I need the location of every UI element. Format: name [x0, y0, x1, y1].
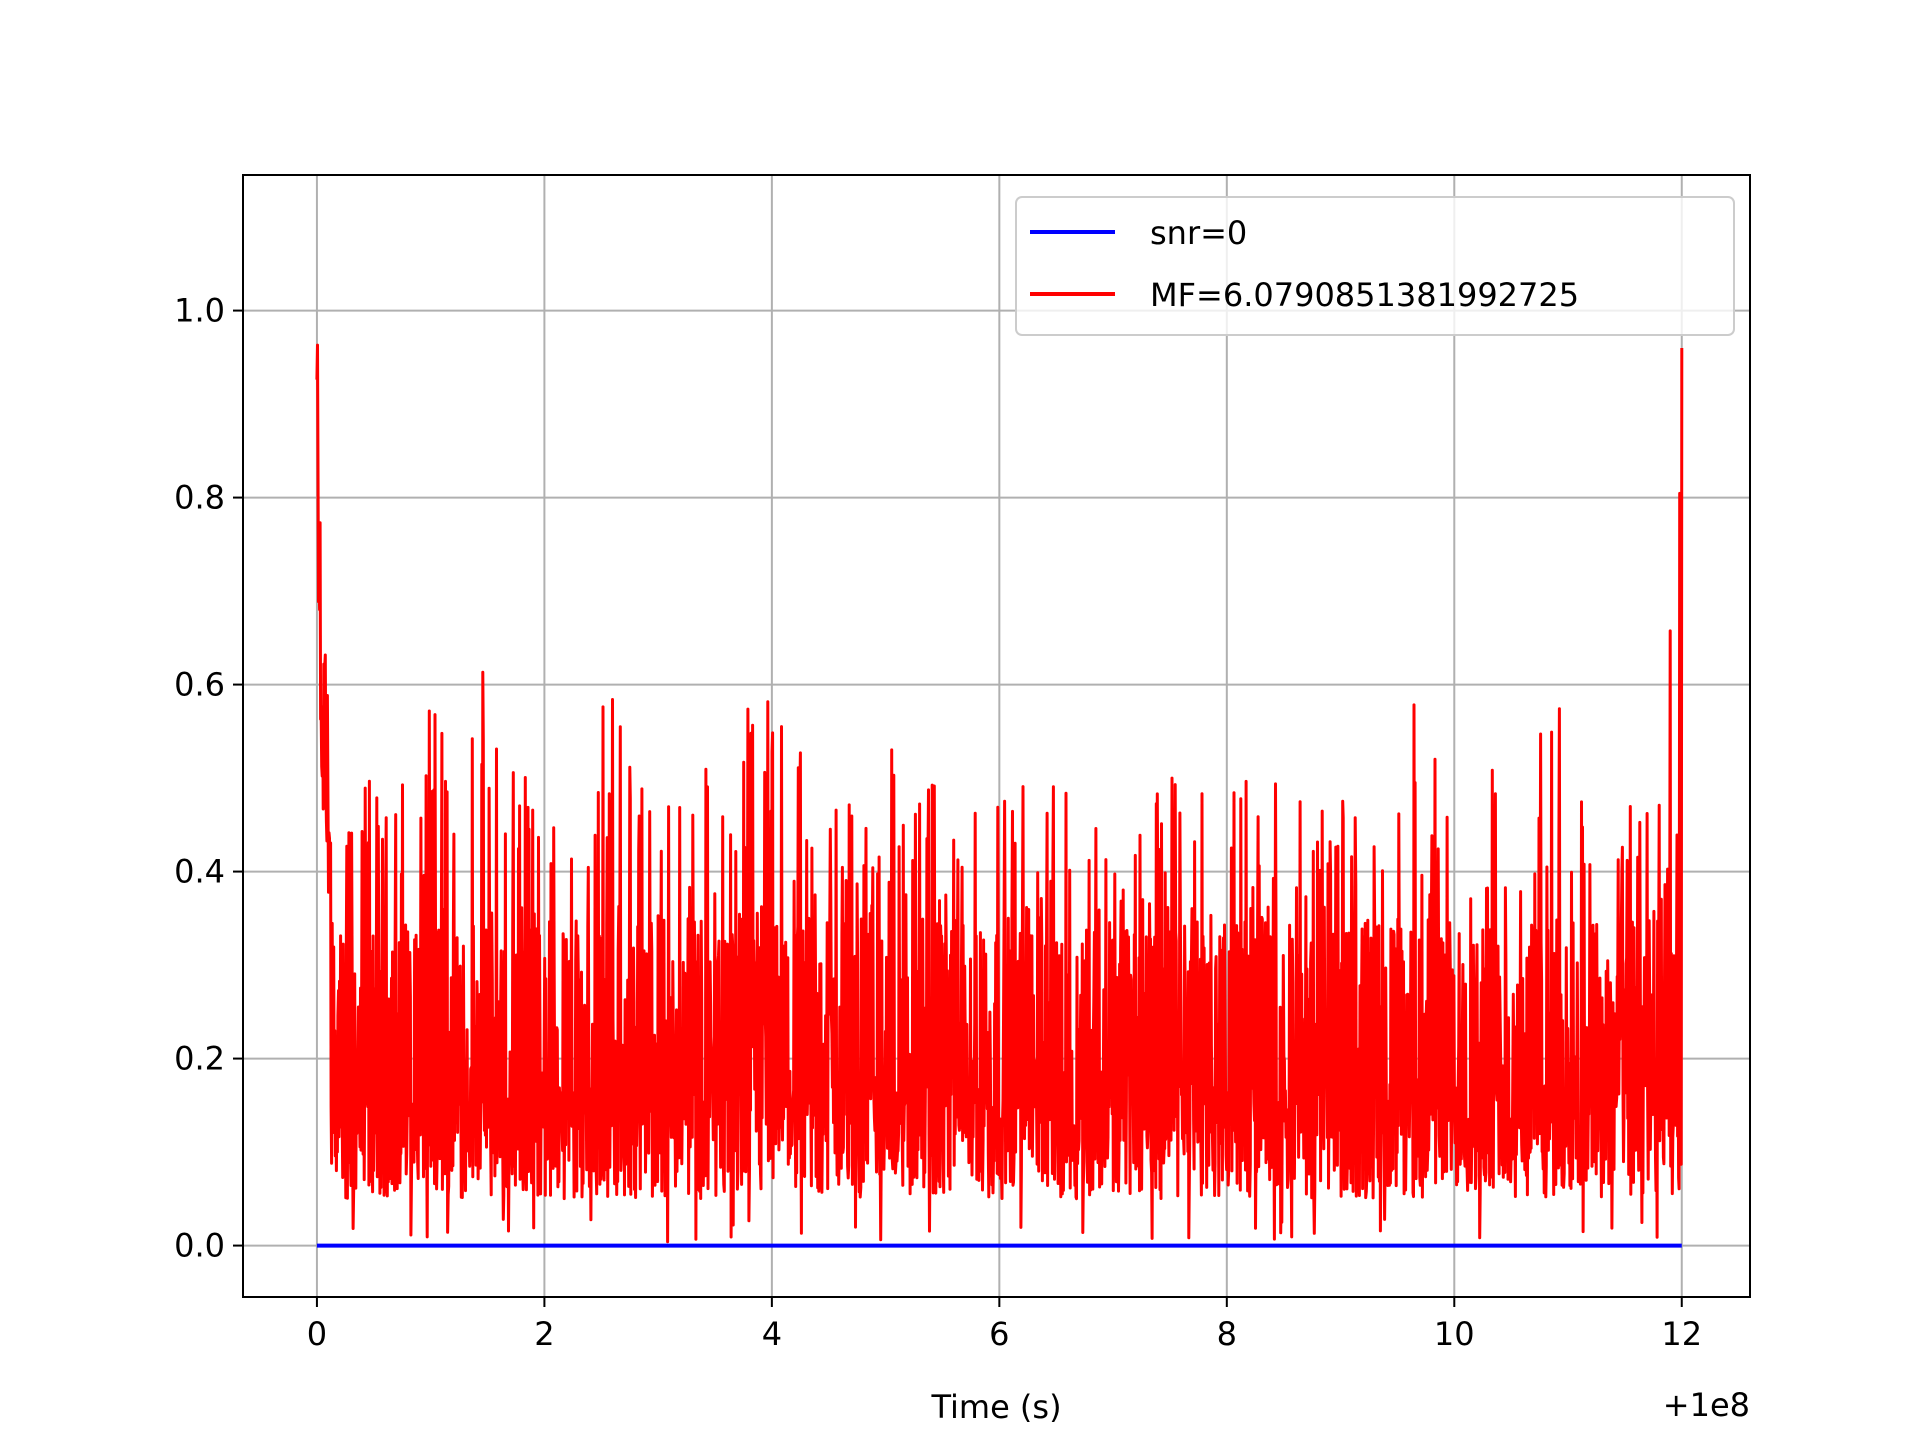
- plot-area: [315, 343, 1684, 1248]
- x-tick-label: 4: [762, 1315, 782, 1353]
- y-tick-label: 0.4: [174, 853, 225, 891]
- x-tick-label: 10: [1434, 1315, 1475, 1353]
- legend: snr=0 MF=6.0790851381992725: [1015, 196, 1735, 336]
- y-tick-label: 0.0: [174, 1227, 225, 1265]
- y-axis: 0.0 0.2 0.4 0.6 0.8 1.0: [174, 292, 243, 1265]
- axes-frame: [242, 174, 1751, 1298]
- legend-label: MF=6.0790851381992725: [1150, 276, 1579, 314]
- y-tick-label: 0.8: [174, 479, 225, 517]
- x-axis: 0 2 4 6 8 10 12: [307, 1297, 1702, 1353]
- y-tick-label: 0.2: [174, 1040, 225, 1078]
- x-tick-label: 6: [989, 1315, 1009, 1353]
- x-tick-label: 2: [534, 1315, 554, 1353]
- y-tick-label: 0.6: [174, 666, 225, 704]
- legend-box: [1015, 196, 1735, 336]
- y-tick-label: 1.0: [174, 292, 225, 330]
- x-axis-offset-label: +1e8: [1663, 1386, 1750, 1424]
- x-tick-label: 0: [307, 1315, 327, 1353]
- x-tick-label: 8: [1217, 1315, 1237, 1353]
- x-tick-label: 12: [1661, 1315, 1702, 1353]
- legend-label: snr=0: [1150, 214, 1247, 252]
- series-mf-line: [315, 343, 1684, 1244]
- x-axis-label: Time (s): [930, 1388, 1061, 1426]
